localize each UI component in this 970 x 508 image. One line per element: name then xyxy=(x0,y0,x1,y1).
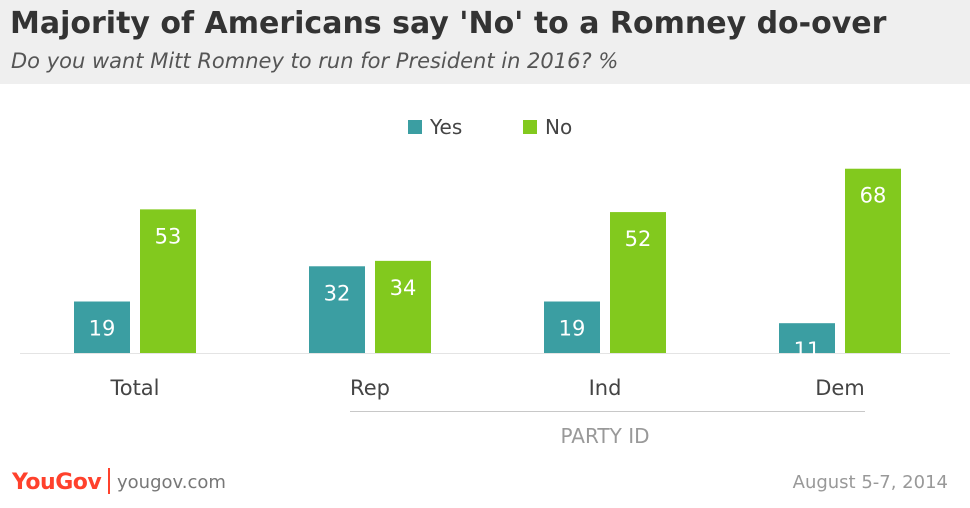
bar xyxy=(610,212,666,353)
data-label: 19 xyxy=(89,317,116,341)
bar xyxy=(309,266,365,353)
chart-header: Majority of Americans say 'No' to a Romn… xyxy=(0,0,970,84)
footer-divider xyxy=(108,468,110,494)
yougov-logo: YouGov xyxy=(12,470,102,495)
bar-chart: Yes No 19 53 Total 32 34 Rep 19 52 Ind 11 68 Dem PARTY… xyxy=(20,115,950,448)
footer-url[interactable]: yougov.com xyxy=(117,472,226,493)
legend-item-no: No xyxy=(523,115,572,139)
legend-swatch xyxy=(408,120,422,134)
data-label: 53 xyxy=(155,224,182,248)
data-label: 11 xyxy=(794,338,821,362)
data-label: 34 xyxy=(390,276,417,300)
legend-item-yes: Yes xyxy=(408,115,462,139)
bar xyxy=(845,168,901,353)
bar xyxy=(375,260,431,353)
x-tick-label: Ind xyxy=(589,376,622,400)
legend-label: No xyxy=(545,115,572,139)
x-tick-label: Total xyxy=(109,376,159,400)
chart-title: Majority of Americans say 'No' to a Romn… xyxy=(10,6,887,41)
bar xyxy=(779,323,835,353)
data-label: 19 xyxy=(559,317,586,341)
survey-date: August 5-7, 2014 xyxy=(792,472,948,493)
legend-swatch xyxy=(523,120,537,134)
group-label: PARTY ID xyxy=(561,424,650,448)
data-label: 52 xyxy=(625,227,652,251)
bar xyxy=(74,301,130,353)
x-tick-label: Dem xyxy=(815,376,865,400)
chart-subtitle: Do you want Mitt Romney to run for Presi… xyxy=(11,49,619,73)
x-tick-label: Rep xyxy=(350,376,390,400)
legend-label: Yes xyxy=(429,115,462,139)
data-label: 68 xyxy=(860,184,887,208)
bar xyxy=(140,209,196,353)
bar xyxy=(544,301,600,353)
data-label: 32 xyxy=(324,281,351,305)
